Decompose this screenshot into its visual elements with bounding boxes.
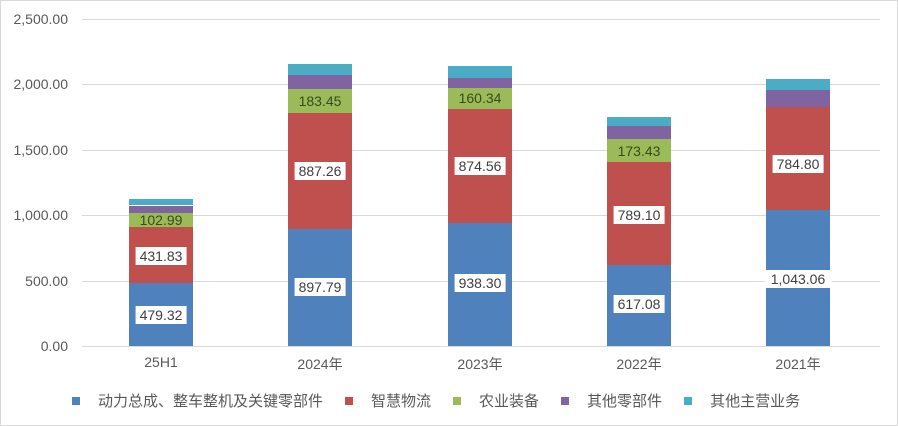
y-axis-tick-label: 2,500.00 bbox=[13, 11, 69, 27]
y-axis-tick-label: 1,000.00 bbox=[13, 207, 69, 224]
bar-stack: 897.79 887.26 183.45 bbox=[288, 0, 352, 426]
bar-segment bbox=[129, 198, 193, 206]
x-axis-tick-label: 2021年 bbox=[775, 356, 821, 372]
data-label: 938.30 bbox=[454, 274, 506, 292]
y-axis-tick-label: 500.00 bbox=[25, 272, 68, 289]
y-axis-tick-label: 0.00 bbox=[40, 338, 68, 354]
legend-label: 其他主营业务 bbox=[710, 393, 801, 410]
data-label: 183.45 bbox=[298, 92, 342, 109]
bar-segment bbox=[448, 87, 512, 109]
bar-segment bbox=[607, 126, 671, 140]
y-axis-tick-label: 2,000.00 bbox=[13, 76, 69, 93]
x-axis-tick-label: 2022年 bbox=[616, 356, 662, 372]
data-label: 160.34 bbox=[458, 90, 502, 107]
data-label: 102.99 bbox=[139, 212, 183, 229]
bar-segment bbox=[288, 75, 352, 89]
bar-segment bbox=[129, 205, 193, 214]
bar-segment bbox=[288, 63, 352, 76]
data-label: 431.83 bbox=[135, 247, 187, 265]
data-label: 617.08 bbox=[613, 295, 665, 313]
bar-segment bbox=[766, 79, 830, 90]
legend-item: 其他零部件 bbox=[561, 390, 662, 411]
bar-stack: 617.08 789.10 173.43 bbox=[607, 0, 671, 426]
data-label: 1,043.06 bbox=[764, 270, 832, 288]
gridline bbox=[82, 346, 880, 347]
bar-segment bbox=[607, 139, 671, 163]
legend-swatch-icon bbox=[561, 396, 570, 405]
data-label: 887.26 bbox=[294, 162, 346, 180]
legend-swatch-icon bbox=[684, 396, 693, 405]
bar-segment bbox=[129, 213, 193, 227]
legend-label: 智慧物流 bbox=[371, 393, 432, 410]
legend-swatch-icon bbox=[345, 396, 354, 405]
bar-segment bbox=[766, 89, 830, 107]
bar-segment bbox=[448, 65, 512, 79]
x-axis-tick-label: 25H1 bbox=[144, 354, 178, 370]
data-label: 789.10 bbox=[613, 206, 665, 224]
legend-label: 动力总成、整车整机及关键零部件 bbox=[98, 393, 324, 410]
bar-stack: 938.30 874.56 160.34 bbox=[448, 0, 512, 426]
bar-stack: 479.32 431.83 102.99 bbox=[129, 0, 193, 426]
bar-segment bbox=[288, 88, 352, 113]
bar-stack: 1,043.06 784.80 bbox=[764, 0, 832, 426]
bar-segment bbox=[607, 117, 671, 127]
data-label: 874.56 bbox=[454, 157, 506, 175]
y-axis-tick-label: 1,500.00 bbox=[13, 141, 69, 158]
data-label: 173.43 bbox=[617, 142, 661, 159]
legend-label: 农业装备 bbox=[479, 393, 540, 410]
chart-legend: 动力总成、整车整机及关键零部件 智慧物流 农业装备 其他零部件 其他主营业务 bbox=[72, 390, 822, 411]
legend-item: 其他主营业务 bbox=[684, 390, 800, 411]
legend-item: 智慧物流 bbox=[345, 390, 431, 411]
legend-swatch-icon bbox=[453, 396, 462, 405]
x-axis-tick-label: 2023年 bbox=[457, 356, 503, 372]
data-label: 784.80 bbox=[772, 155, 824, 173]
x-axis-tick-label: 2024年 bbox=[297, 356, 343, 372]
gridline bbox=[82, 19, 880, 20]
legend-label: 其他零部件 bbox=[587, 393, 663, 410]
legend-item: 动力总成、整车整机及关键零部件 bbox=[72, 390, 323, 411]
legend-swatch-icon bbox=[72, 396, 80, 405]
data-label: 897.79 bbox=[294, 278, 346, 296]
bar-segment bbox=[448, 78, 512, 88]
legend-item: 农业装备 bbox=[453, 390, 539, 411]
data-label: 479.32 bbox=[135, 306, 187, 324]
